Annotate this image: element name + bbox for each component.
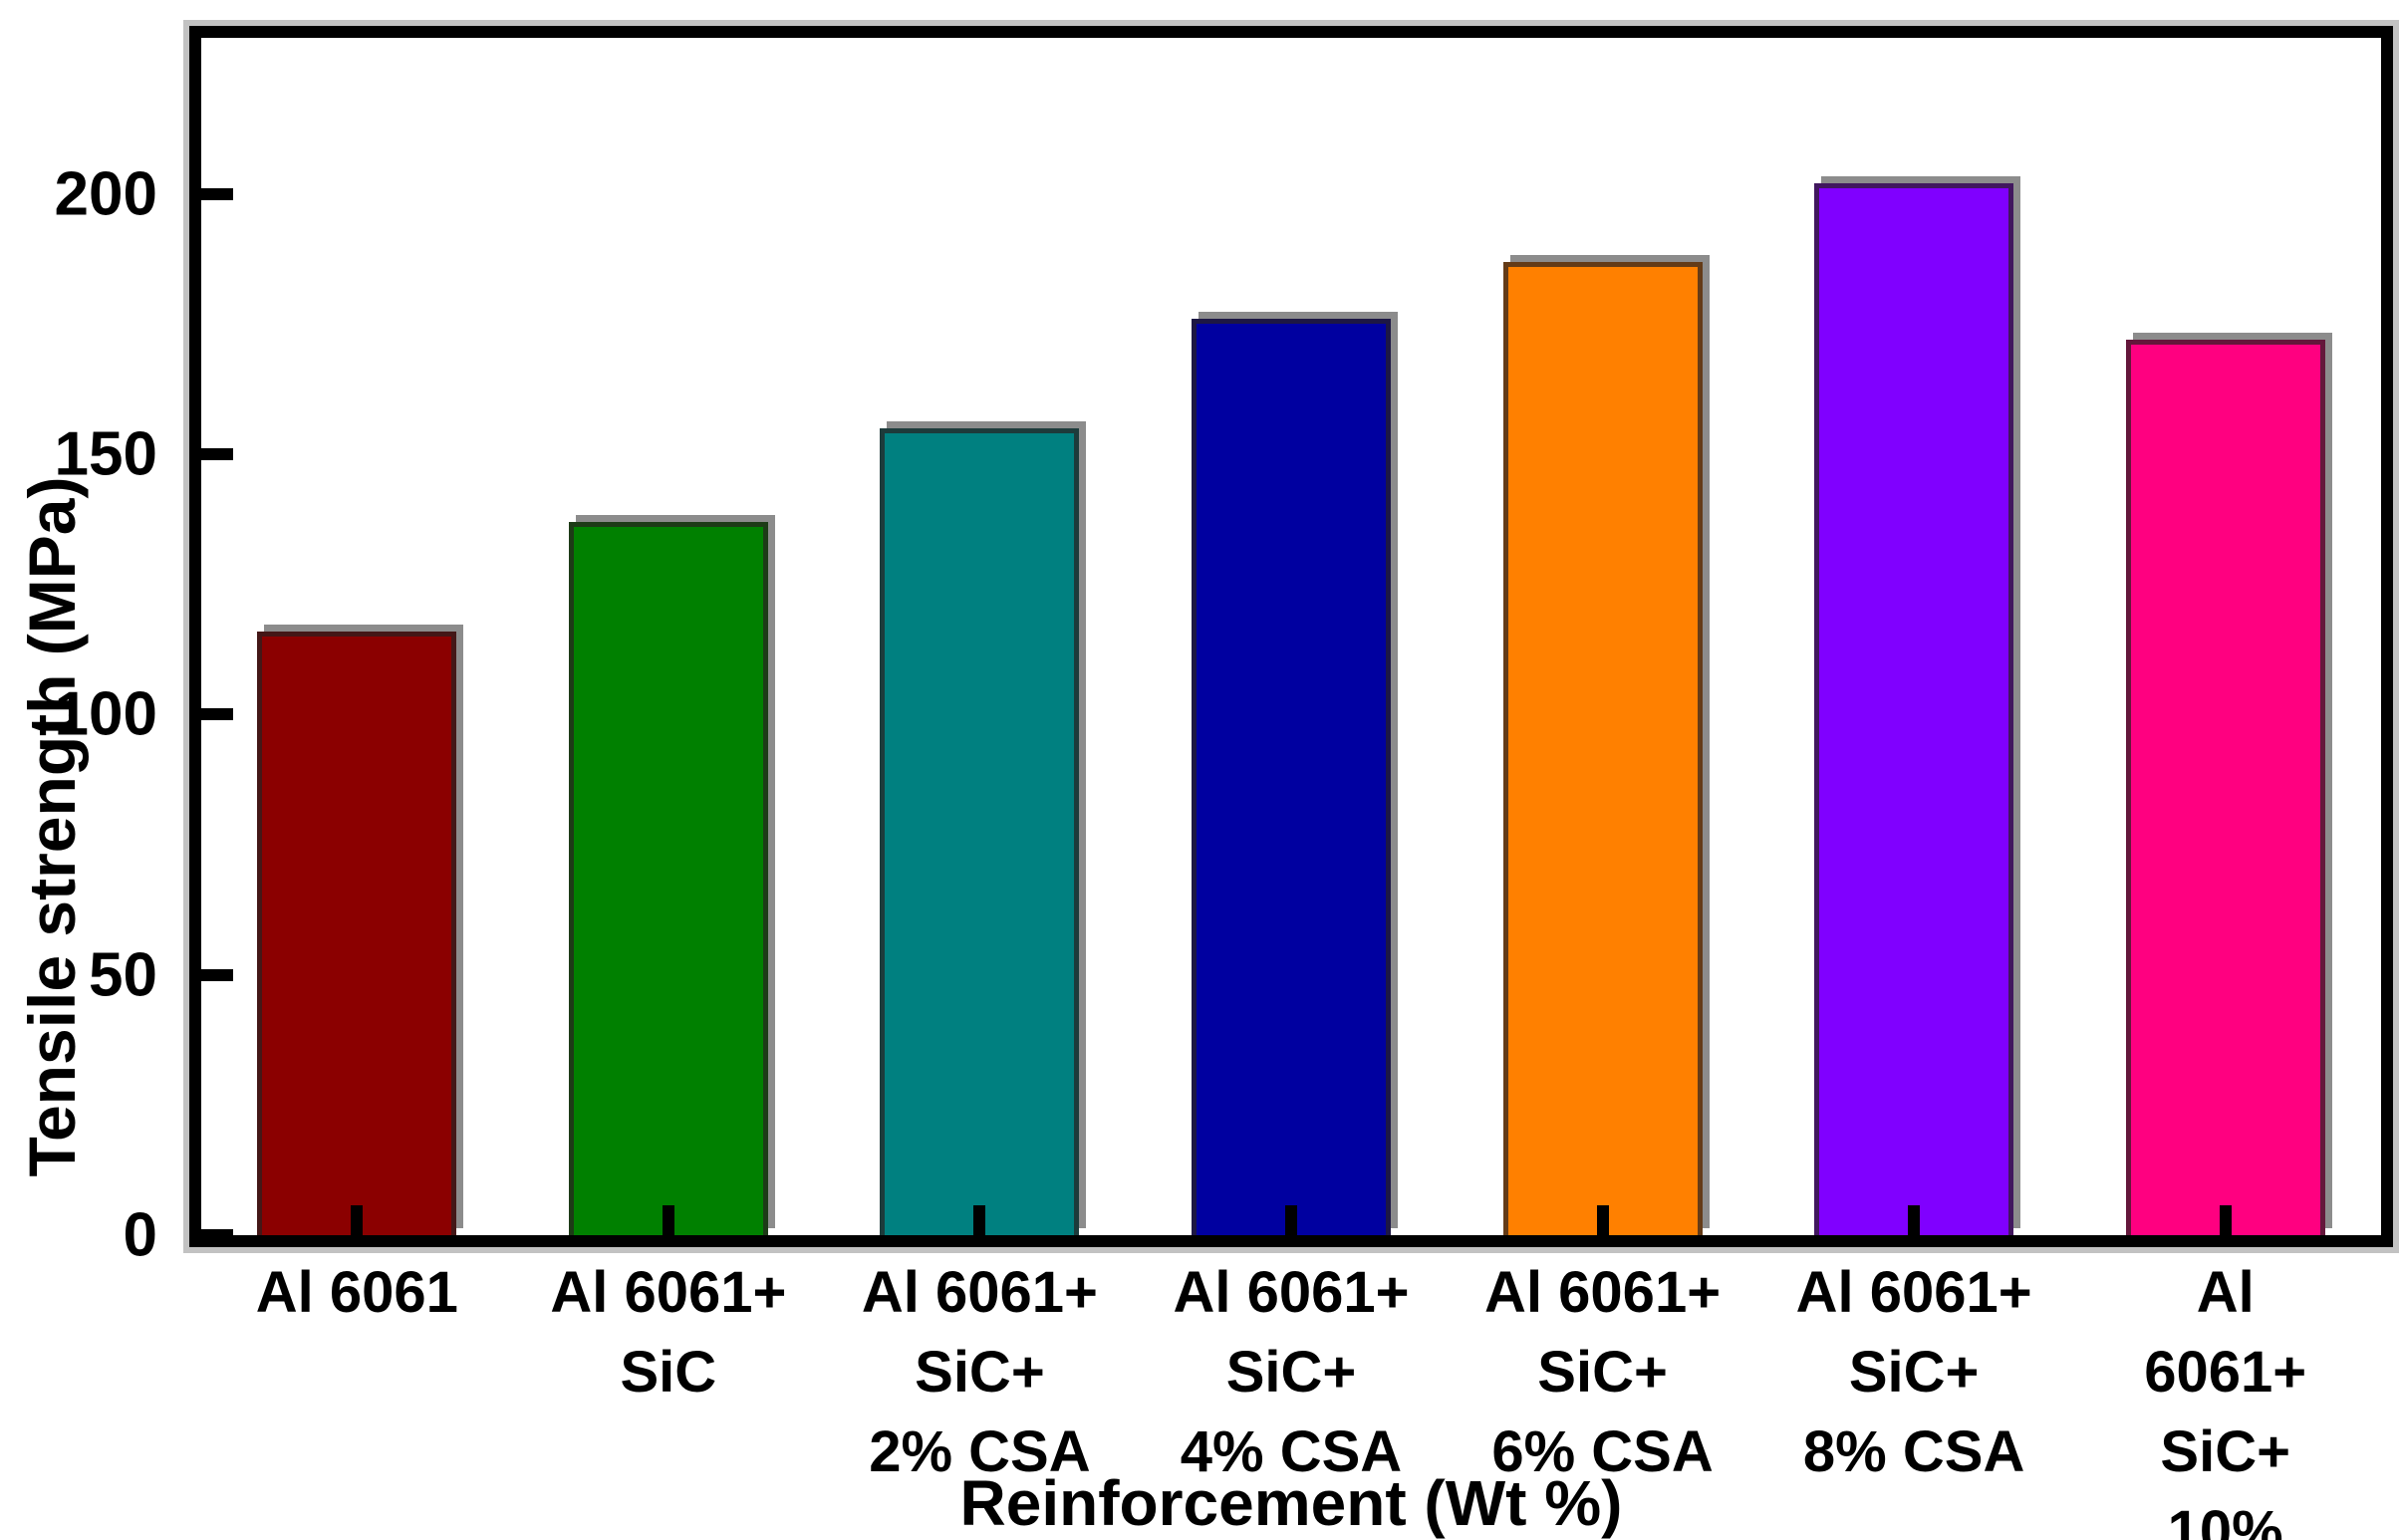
- x-tick-6: [1908, 1205, 1921, 1235]
- y-tick-label-0: 0: [123, 1200, 157, 1270]
- x-tick-5: [1596, 1205, 1609, 1235]
- bar-2: [568, 522, 768, 1235]
- bar-6: [1814, 183, 2014, 1235]
- plot-area: [183, 20, 2399, 1253]
- x-category-label-7: Al 6061+ SiC+ 10% CSA: [2144, 1260, 2307, 1540]
- bar-1: [257, 631, 457, 1235]
- y-tick-50: [201, 968, 233, 981]
- y-tick-200: [201, 187, 233, 200]
- x-tick-7: [2219, 1205, 2232, 1235]
- bar-4: [1192, 319, 1391, 1235]
- bar-3: [880, 427, 1080, 1235]
- x-tick-4: [1285, 1205, 1297, 1235]
- bar-5: [1502, 261, 1703, 1235]
- y-tick-label-200: 200: [54, 159, 157, 229]
- x-tick-1: [351, 1205, 364, 1235]
- x-category-label-6: Al 6061+ SiC+ 8% CSA: [1795, 1260, 2032, 1484]
- y-tick-label-150: 150: [54, 419, 157, 489]
- x-category-label-5: Al 6061+ SiC+ 6% CSA: [1484, 1260, 1722, 1484]
- x-category-label-3: Al 6061+ SiC+ 2% CSA: [861, 1260, 1098, 1484]
- x-axis-category-labels: Al 6061 Al 6061+ SiC Al 6061+ SiC+ 2% CSA A…: [201, 1253, 2381, 1540]
- y-tick-0: [201, 1229, 233, 1241]
- x-tick-3: [973, 1205, 986, 1235]
- y-tick-150: [201, 448, 233, 461]
- x-axis-title: Reinforcement (Wt %): [959, 1467, 1623, 1539]
- y-tick-label-100: 100: [54, 679, 157, 749]
- y-axis-tick-labels: 0 50 100 150 200: [0, 38, 167, 1269]
- x-category-label-2: Al 6061+ SiC: [550, 1260, 787, 1405]
- bar-7: [2125, 340, 2325, 1235]
- x-category-label-4: Al 6061+ SiC+ 4% CSA: [1173, 1260, 1410, 1484]
- y-tick-label-50: 50: [89, 940, 157, 1010]
- y-tick-100: [201, 708, 233, 721]
- x-category-label-1: Al 6061: [255, 1260, 458, 1325]
- x-tick-2: [662, 1205, 674, 1235]
